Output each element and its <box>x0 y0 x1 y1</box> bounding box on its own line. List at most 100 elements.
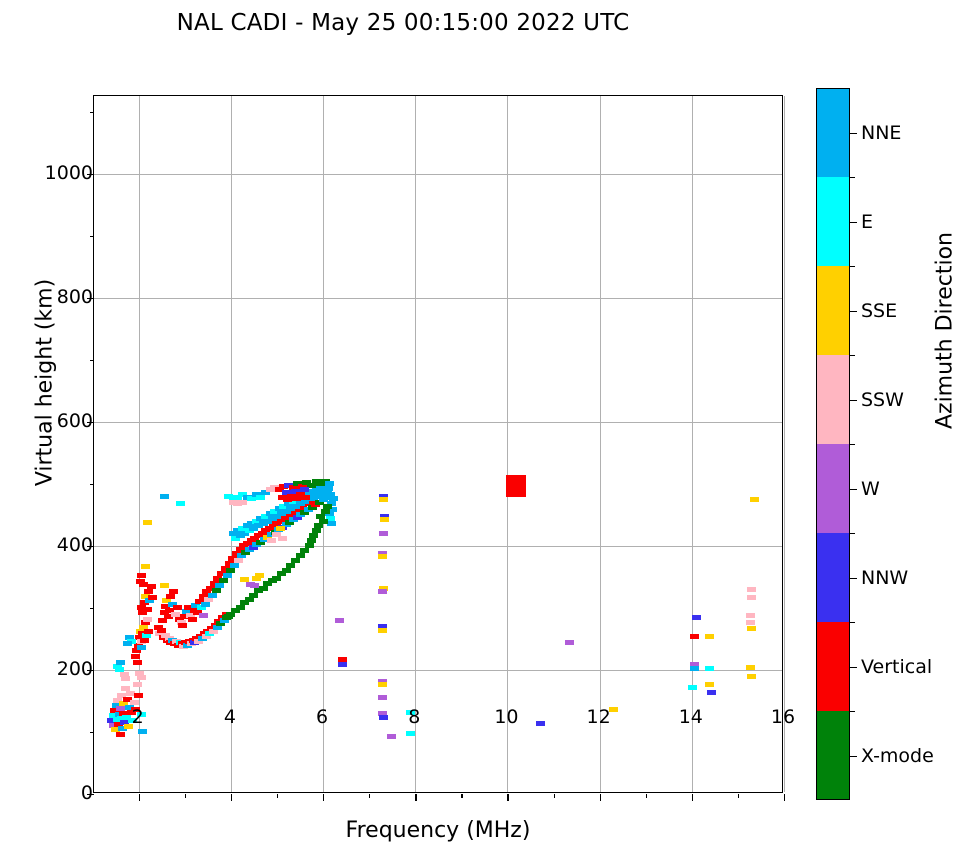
echo-point <box>183 605 193 611</box>
colorbar-label-sse: SSE <box>861 299 898 322</box>
y-tick <box>87 794 94 796</box>
echo-point <box>231 550 241 556</box>
y-tick-minor <box>90 359 94 361</box>
echo-point <box>378 627 388 633</box>
echo-point <box>198 612 208 618</box>
y-tick-minor <box>90 731 94 734</box>
y-tick-minor <box>90 607 94 610</box>
echo-point <box>159 583 169 589</box>
colorbar-label-e: E <box>861 210 874 233</box>
echo-point <box>142 632 152 638</box>
echo-point <box>233 528 243 534</box>
echo-point <box>267 578 277 584</box>
gridline-vertical <box>784 96 785 792</box>
echo-point <box>131 653 141 659</box>
y-tick <box>87 173 94 175</box>
colorbar-tick <box>850 577 857 579</box>
colorbar-label-nne: NNE <box>861 121 902 144</box>
echo-point <box>386 734 396 740</box>
colorbar-segment <box>817 354 849 445</box>
colorbar-label-x-mode: X-mode <box>861 744 934 767</box>
echo-point <box>169 589 179 595</box>
echo-point <box>208 628 218 634</box>
echo-point <box>302 480 312 486</box>
colorbar-label-w: W <box>861 477 880 500</box>
echo-point <box>307 482 317 488</box>
echo-point <box>121 676 131 682</box>
echo-point <box>378 682 388 688</box>
echo-point <box>260 513 270 519</box>
echo-point <box>689 633 699 639</box>
echo-point <box>132 682 142 688</box>
echo-point <box>235 533 245 539</box>
echo-point <box>143 616 153 622</box>
echo-point <box>290 558 300 564</box>
echo-point <box>221 615 231 621</box>
x-tick <box>784 794 786 801</box>
echo-point <box>379 493 389 499</box>
echo-point <box>296 492 306 498</box>
echo-point <box>224 493 234 499</box>
echo-point <box>143 519 153 525</box>
echo-point <box>689 662 699 668</box>
echo-point <box>290 488 300 494</box>
echo-point <box>297 483 307 489</box>
echo-point <box>704 633 714 639</box>
echo-point <box>235 605 245 611</box>
colorbar-boundary-tick <box>850 533 855 535</box>
y-tick-minor <box>90 111 94 113</box>
x-tick-label: 16 <box>770 706 796 728</box>
echo-point <box>237 553 247 559</box>
echo-point <box>271 532 281 538</box>
echo-point <box>250 583 260 589</box>
echo-point <box>316 513 326 519</box>
colorbar-tick <box>850 132 857 134</box>
colorbar-tick <box>850 310 857 312</box>
echo-point <box>137 645 147 651</box>
echo-point <box>166 594 176 600</box>
colorbar-tick <box>850 399 857 401</box>
echo-point <box>334 617 344 623</box>
colorbar-tick <box>850 488 857 490</box>
echo-point <box>749 497 759 503</box>
echo-point <box>378 589 388 595</box>
echo-point <box>307 488 317 494</box>
echo-point <box>117 715 127 721</box>
echo-point <box>378 678 388 684</box>
echo-point <box>279 503 289 509</box>
echo-point <box>136 573 146 579</box>
echo-point <box>536 720 546 726</box>
gridline-vertical <box>138 96 140 792</box>
echo-point <box>287 493 297 499</box>
echo-point <box>245 581 255 587</box>
echo-point <box>327 507 337 513</box>
echo-point <box>119 710 129 716</box>
echo-point <box>207 592 217 598</box>
echo-point <box>231 607 240 613</box>
gridline-vertical <box>599 96 601 792</box>
echo-point <box>237 499 247 505</box>
echo-point <box>300 487 310 493</box>
echo-point <box>114 722 124 727</box>
echo-point <box>288 485 298 490</box>
echo-point <box>406 709 416 715</box>
x-tick <box>230 794 233 801</box>
colorbar-boundary-tick <box>850 177 855 179</box>
x-tick-label: 12 <box>586 706 611 728</box>
x-tick <box>507 794 509 801</box>
echo-point <box>378 550 388 556</box>
echo-point <box>689 666 699 672</box>
echo-point <box>171 611 181 617</box>
echo-point <box>706 689 716 695</box>
colorbar-segment <box>817 532 849 623</box>
echo-point <box>118 700 128 706</box>
echo-point <box>272 575 282 581</box>
echo-point <box>311 478 321 484</box>
echo-point <box>242 494 252 500</box>
x-tick-label: 6 <box>316 706 329 728</box>
echo-point <box>200 601 210 607</box>
y-tick <box>87 297 94 300</box>
gridline-horizontal <box>94 173 782 175</box>
echo-point <box>111 726 121 732</box>
echo-point <box>118 725 128 731</box>
